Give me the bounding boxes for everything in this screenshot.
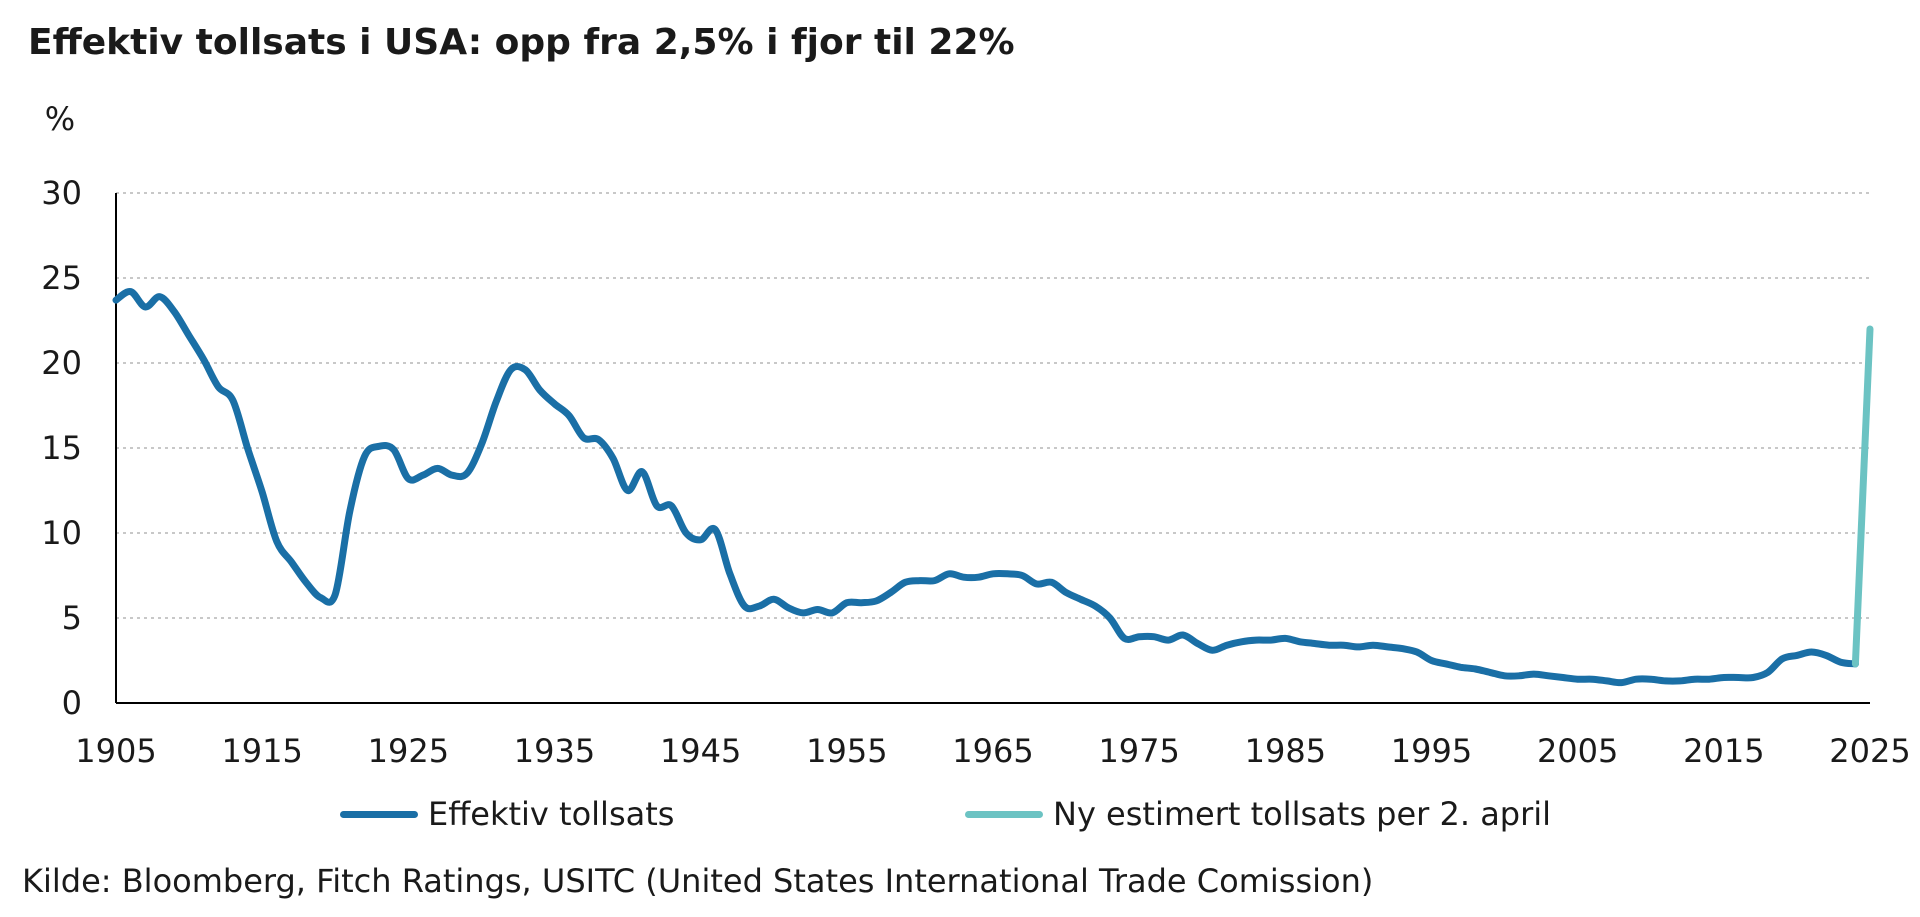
x-tick-label: 1915 [221, 732, 302, 770]
series-line-effektiv-tollsats [112, 288, 1859, 687]
y-tick-label: 25 [41, 259, 82, 297]
legend-swatch-effektiv [340, 810, 418, 818]
x-tick-label: 1995 [1391, 732, 1472, 770]
y-tick-label: 20 [41, 344, 82, 382]
legend-swatch-estimert [965, 810, 1043, 818]
x-tick-label: 1975 [1098, 732, 1179, 770]
y-tick-label: 10 [41, 514, 82, 552]
y-axis-label: % [45, 100, 75, 138]
chart-title: Effektiv tollsats i USA: opp fra 2,5% i … [28, 22, 1015, 63]
x-tick-label: 1955 [806, 732, 887, 770]
legend-item-effektiv: Effektiv tollsats [340, 795, 674, 833]
y-tick-label: 0 [62, 684, 82, 722]
x-tick-labels: 1905 1915 1925 1935 1945 1955 1965 1975 1985 1995… [75, 732, 1910, 770]
y-tick-label: 5 [62, 599, 82, 637]
series-line-ny-estimert-tollsats [1851, 325, 1874, 668]
source-note: Kilde: Bloomberg, Fitch Ratings, USITC (… [22, 862, 1374, 900]
x-tick-label: 2025 [1829, 732, 1910, 770]
x-tick-label: 1945 [660, 732, 741, 770]
x-tick-label: 1925 [368, 732, 449, 770]
x-tick-label: 2005 [1537, 732, 1618, 770]
legend-label-effektiv: Effektiv tollsats [428, 795, 675, 833]
gridlines [116, 192, 1870, 619]
x-tick-label: 1965 [952, 732, 1033, 770]
y-tick-label: 30 [41, 174, 82, 212]
legend-item-estimert: Ny estimert tollsats per 2. april [965, 795, 1551, 833]
x-tick-label: 2015 [1683, 732, 1764, 770]
y-tick-label: 15 [41, 429, 82, 467]
x-tick-label: 1935 [514, 732, 595, 770]
series-layer [112, 288, 1874, 687]
x-tick-label: 1905 [75, 732, 156, 770]
legend-label-estimert: Ny estimert tollsats per 2. april [1053, 795, 1552, 833]
y-tick-labels: 0 5 10 15 20 25 30 [41, 174, 82, 722]
x-tick-label: 1985 [1245, 732, 1326, 770]
